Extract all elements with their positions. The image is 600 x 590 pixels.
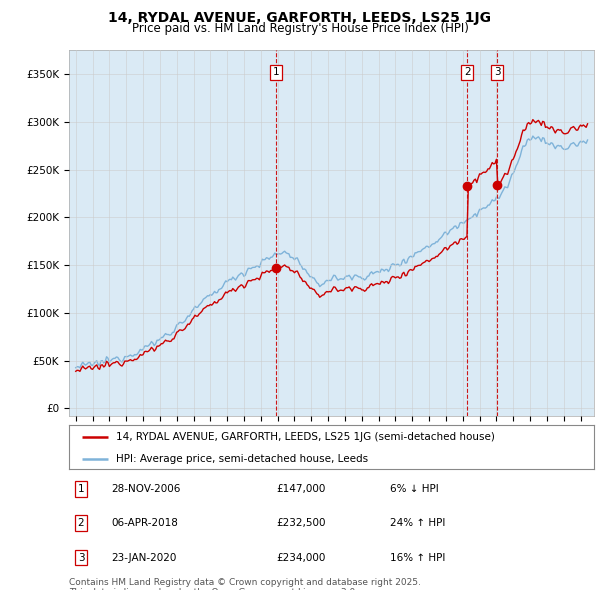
Text: 3: 3 [494,67,501,77]
Text: 06-APR-2018: 06-APR-2018 [111,519,178,528]
Text: 6% ↓ HPI: 6% ↓ HPI [390,484,439,494]
Text: £234,000: £234,000 [276,553,325,562]
Text: 23-JAN-2020: 23-JAN-2020 [111,553,176,562]
Text: HPI: Average price, semi-detached house, Leeds: HPI: Average price, semi-detached house,… [116,454,368,464]
Text: 14, RYDAL AVENUE, GARFORTH, LEEDS, LS25 1JG: 14, RYDAL AVENUE, GARFORTH, LEEDS, LS25 … [109,11,491,25]
Text: 1: 1 [273,67,280,77]
Text: 1: 1 [77,484,85,494]
Text: 3: 3 [77,553,85,562]
Text: Contains HM Land Registry data © Crown copyright and database right 2025.
This d: Contains HM Land Registry data © Crown c… [69,578,421,590]
Text: 2: 2 [77,519,85,528]
Text: £232,500: £232,500 [276,519,325,528]
Text: £147,000: £147,000 [276,484,325,494]
Text: Price paid vs. HM Land Registry's House Price Index (HPI): Price paid vs. HM Land Registry's House … [131,22,469,35]
Text: 14, RYDAL AVENUE, GARFORTH, LEEDS, LS25 1JG (semi-detached house): 14, RYDAL AVENUE, GARFORTH, LEEDS, LS25 … [116,432,495,442]
Text: 28-NOV-2006: 28-NOV-2006 [111,484,181,494]
Text: 24% ↑ HPI: 24% ↑ HPI [390,519,445,528]
Text: 16% ↑ HPI: 16% ↑ HPI [390,553,445,562]
Text: 2: 2 [464,67,470,77]
